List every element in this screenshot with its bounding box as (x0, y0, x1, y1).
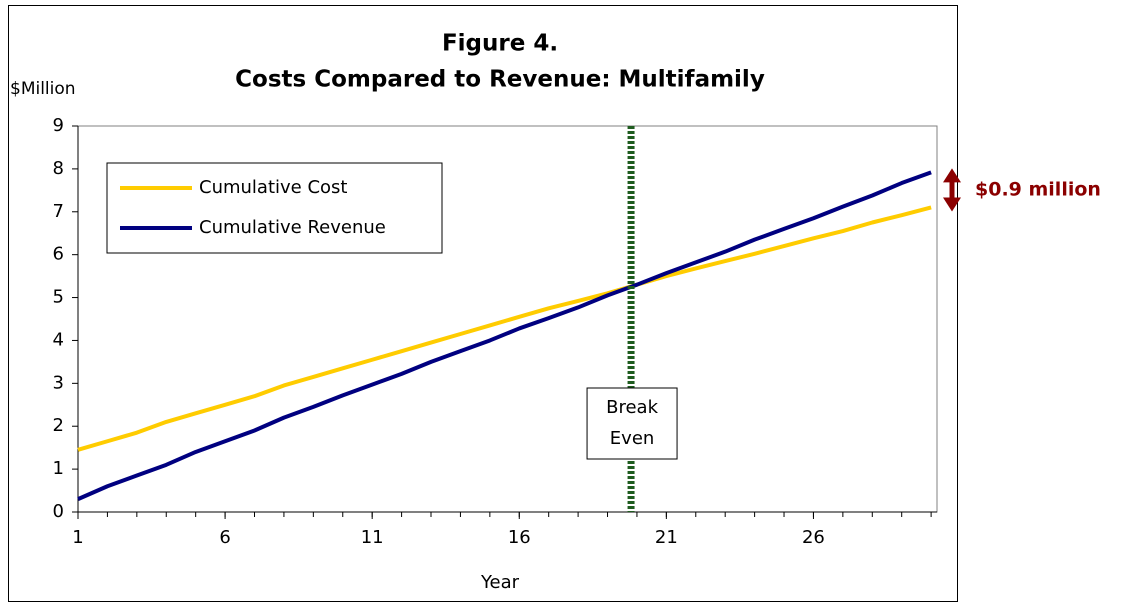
y-tick-label: 5 (53, 287, 64, 308)
legend-box (106, 162, 443, 254)
difference-arrow-head (943, 168, 961, 183)
y-tick-label: 2 (53, 415, 64, 436)
x-tick-label: 21 (655, 527, 678, 548)
series-line (77, 170, 932, 501)
y-tick-label: 0 (53, 501, 64, 522)
y-tick-label: 3 (53, 372, 64, 393)
break-even-label: Break (606, 397, 658, 418)
difference-arrow-head (943, 197, 961, 212)
x-tick-label: 16 (508, 527, 531, 548)
y-tick-label: 4 (53, 329, 64, 350)
difference-label: $0.9 million (975, 178, 1101, 200)
x-tick-label: 1 (72, 527, 83, 548)
y-tick-label: 6 (53, 244, 64, 265)
y-tick-label: 7 (53, 201, 64, 222)
y-tick-label: 9 (53, 115, 64, 136)
break-even-box (586, 387, 678, 460)
x-tick-label: 11 (361, 527, 384, 548)
chart-subtitle: Costs Compared to Revenue: Multifamily (235, 67, 765, 93)
legend-label: Cumulative Cost (199, 177, 347, 198)
y-axis-label: $Million (10, 79, 76, 99)
chart-title: Figure 4. (442, 31, 558, 57)
y-tick-label: 8 (53, 158, 64, 179)
series-line (77, 205, 932, 452)
break-even-label: Even (610, 428, 655, 449)
y-tick-label: 1 (53, 458, 64, 479)
legend-label: Cumulative Revenue (199, 217, 386, 238)
x-axis-label: Year (480, 572, 520, 593)
x-tick-label: 6 (219, 527, 230, 548)
x-tick-label: 26 (802, 527, 825, 548)
